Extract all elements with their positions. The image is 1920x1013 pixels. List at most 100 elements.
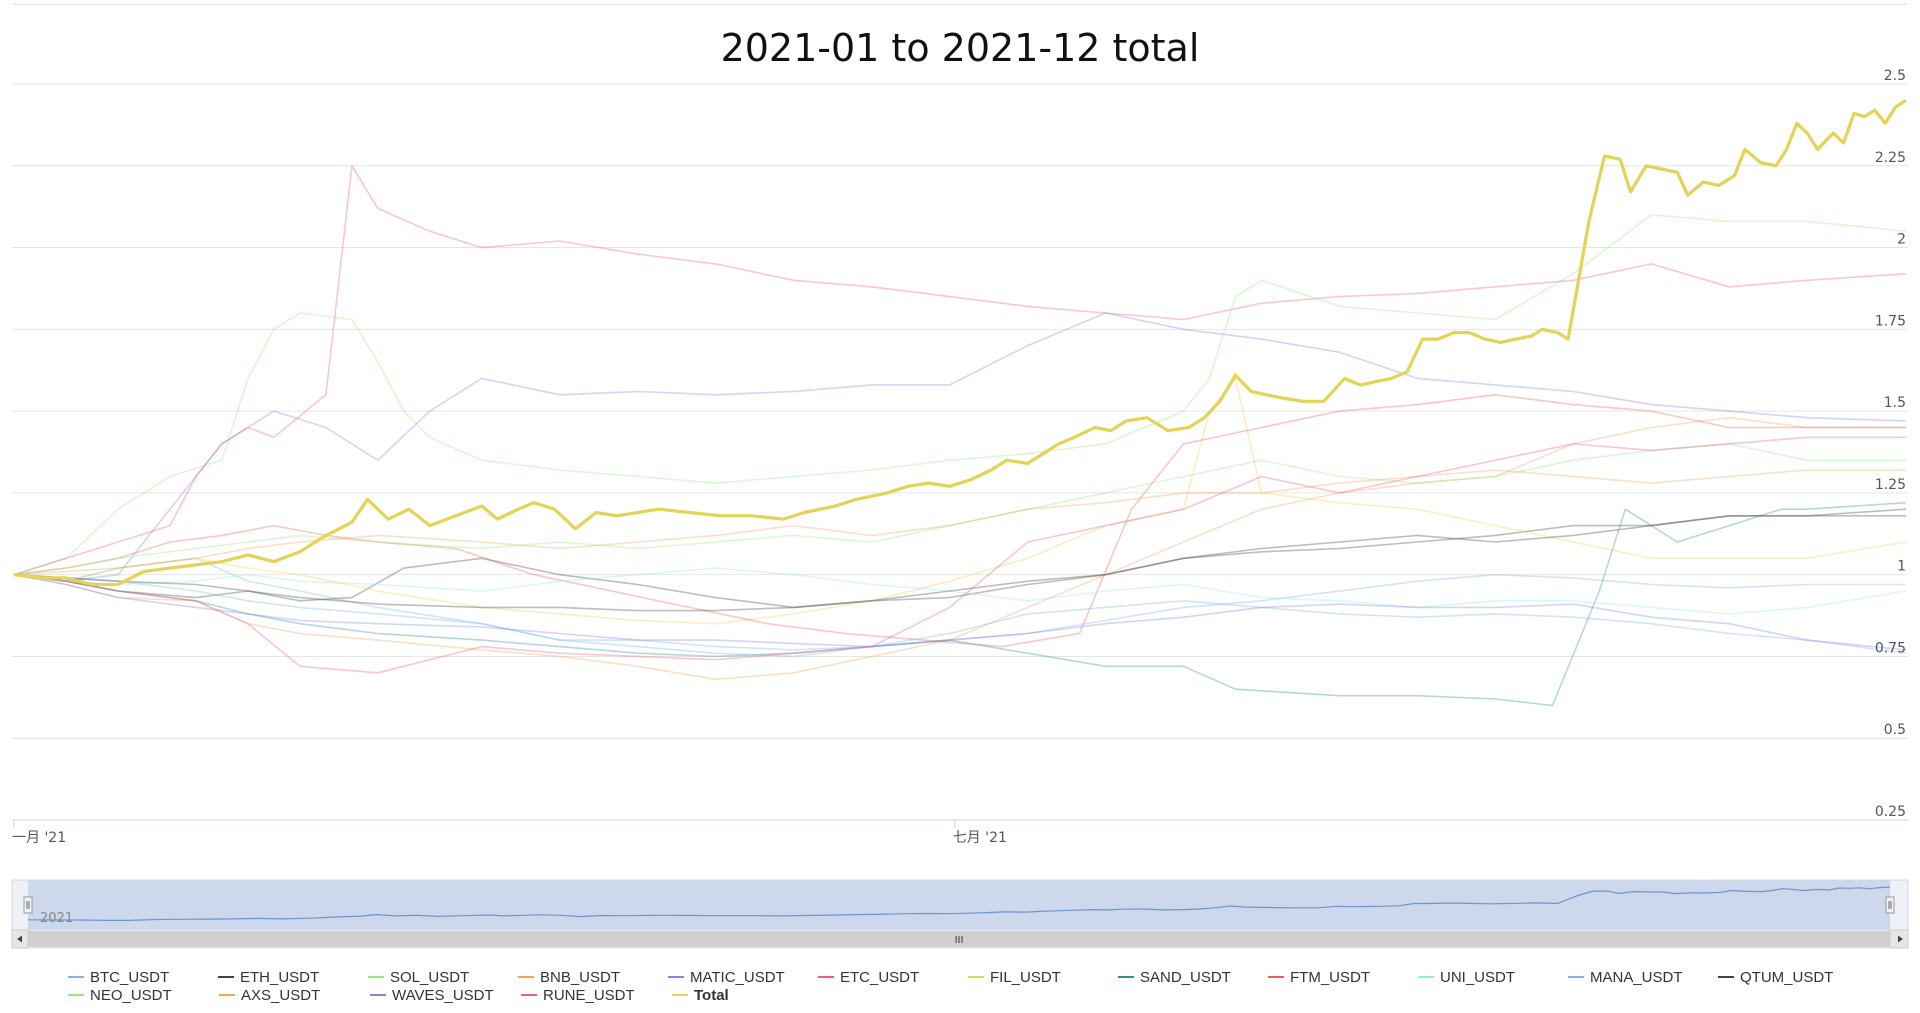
legend-label: BTC_USDT: [90, 968, 170, 986]
legend-swatch: [219, 994, 235, 996]
legend-label: WAVES_USDT: [392, 986, 494, 1004]
x-tick-label: 七月 '21: [953, 830, 1007, 846]
navigator-handle-right[interactable]: [1885, 896, 1895, 914]
legend-item-eth-usdt[interactable]: ETH_USDT: [218, 968, 368, 986]
legend-label: BNB_USDT: [540, 968, 621, 986]
y-tick-label: 1.25: [1875, 477, 1906, 493]
legend: BTC_USDT ETH_USDT SOL_USDT BNB_USDT MATIC_US…: [68, 968, 1868, 1004]
legend-swatch: [370, 994, 386, 996]
legend-item-fil-usdt[interactable]: FIL_USDT: [968, 968, 1118, 986]
navigator[interactable]: 2021: [11, 879, 1909, 931]
legend-item-waves-usdt[interactable]: WAVES_USDT: [370, 986, 521, 1004]
series-line-uni-usdt[interactable]: [13, 567, 1907, 615]
legend-item-ftm-usdt[interactable]: FTM_USDT: [1268, 968, 1418, 986]
legend-item-mana-usdt[interactable]: MANA_USDT: [1568, 968, 1718, 986]
y-tick-label: 0.75: [1875, 640, 1906, 656]
series-line-matic-usdt[interactable]: [13, 312, 1907, 583]
series-line-qtum-usdt[interactable]: [13, 514, 1906, 612]
legend-swatch: [518, 976, 534, 978]
legend-swatch: [1568, 976, 1584, 978]
legend-label: ETC_USDT: [840, 968, 920, 986]
series-layer: [13, 99, 1907, 707]
legend-swatch: [1118, 976, 1134, 978]
legend-swatch: [968, 976, 984, 978]
legend-label: QTUM_USDT: [1740, 968, 1834, 986]
legend-item-sol-usdt[interactable]: SOL_USDT: [368, 968, 518, 986]
y-tick-label: 0.25: [1875, 804, 1906, 820]
x-tick-label: 一月 '21: [12, 830, 66, 846]
legend-swatch: [1718, 976, 1734, 978]
legend-swatch: [672, 994, 688, 996]
y-tick-label: 2.25: [1875, 150, 1906, 166]
navigator-handle-left[interactable]: [23, 896, 33, 914]
legend-item-qtum-usdt[interactable]: QTUM_USDT: [1718, 968, 1868, 986]
legend-row: NEO_USDT AXS_USDT WAVES_USDT RUNE_USDT Total: [68, 986, 1868, 1004]
legend-label: NEO_USDT: [90, 986, 172, 1004]
navigator-year-label: 2021: [40, 911, 73, 926]
legend-swatch: [1418, 976, 1434, 978]
scrollbar-thumb[interactable]: [28, 931, 1890, 947]
legend-item-btc-usdt[interactable]: BTC_USDT: [68, 968, 218, 986]
series-line-total[interactable]: [13, 99, 1907, 587]
scrollbar-grip: III: [955, 935, 964, 946]
grid-layer: [12, 83, 1908, 821]
legend-label: MANA_USDT: [1590, 968, 1683, 986]
series-line-eth-usdt[interactable]: [13, 508, 1907, 609]
series-line-fil-usdt[interactable]: [13, 377, 1907, 625]
series-line-rune-usdt[interactable]: [13, 436, 1906, 674]
legend-label: UNI_USDT: [1440, 968, 1516, 986]
legend-label: MATIC_USDT: [690, 968, 785, 986]
y-tick-label: 2.5: [1884, 68, 1906, 84]
chart-svg: 0.25 0.5 0.75 1 1.25 1.5 1.75 2 2.25 2.5 一月 '21 七月 …: [11, 68, 1909, 949]
y-tick-label: 0.5: [1884, 722, 1906, 738]
series-line-axs-usdt[interactable]: [13, 469, 1906, 576]
legend-item-neo-usdt[interactable]: NEO_USDT: [68, 986, 219, 1004]
legend-swatch: [68, 976, 84, 978]
legend-item-rune-usdt[interactable]: RUNE_USDT: [521, 986, 672, 1004]
y-tick-label: 2: [1897, 232, 1906, 248]
series-line-neo-usdt[interactable]: [13, 442, 1906, 576]
legend-row: BTC_USDT ETH_USDT SOL_USDT BNB_USDT MATIC_US…: [68, 968, 1868, 986]
series-line-etc-usdt[interactable]: [13, 165, 1907, 576]
legend-item-bnb-usdt[interactable]: BNB_USDT: [518, 968, 668, 986]
legend-item-matic-usdt[interactable]: MATIC_USDT: [668, 968, 818, 986]
legend-swatch: [668, 976, 684, 978]
axis-layer: 0.25 0.5 0.75 1 1.25 1.5 1.75 2 2.25 2.5 一月 '21 七月 …: [12, 68, 1908, 846]
legend-item-etc-usdt[interactable]: ETC_USDT: [818, 968, 968, 986]
legend-label: RUNE_USDT: [543, 986, 635, 1004]
legend-swatch: [68, 994, 84, 996]
legend-label: FIL_USDT: [990, 968, 1061, 986]
legend-swatch: [218, 976, 234, 978]
legend-label: ETH_USDT: [240, 968, 320, 986]
legend-swatch: [818, 976, 834, 978]
legend-swatch: [521, 994, 537, 996]
series-line-sand-usdt[interactable]: [13, 501, 1907, 707]
legend-label: AXS_USDT: [241, 986, 321, 1004]
y-tick-label: 1: [1897, 559, 1906, 575]
legend-swatch: [1268, 976, 1284, 978]
series-line-btc-usdt[interactable]: [13, 557, 1906, 651]
scrollbar[interactable]: III: [11, 929, 1909, 949]
legend-item-axs-usdt[interactable]: AXS_USDT: [219, 986, 370, 1004]
series-line-bnb-usdt[interactable]: [13, 416, 1906, 681]
series-line-sol-usdt[interactable]: [13, 214, 1907, 576]
top-border-line: [12, 4, 1908, 5]
legend-label: FTM_USDT: [1290, 968, 1370, 986]
legend-item-sand-usdt[interactable]: SAND_USDT: [1118, 968, 1268, 986]
legend-item-total[interactable]: Total: [672, 986, 823, 1004]
navigator-selection[interactable]: [28, 880, 1890, 930]
scroll-right-arrow-icon: [1898, 935, 1903, 943]
scroll-left-arrow-icon: [17, 935, 22, 943]
legend-item-uni-usdt[interactable]: UNI_USDT: [1418, 968, 1568, 986]
y-tick-label: 1.75: [1875, 313, 1906, 329]
navigator-line: [27, 886, 1891, 922]
legend-swatch: [368, 976, 384, 978]
series-line-mana-usdt[interactable]: [13, 573, 1907, 658]
legend-label: SOL_USDT: [390, 968, 470, 986]
legend-label: Total: [694, 986, 729, 1004]
legend-label: SAND_USDT: [1140, 968, 1231, 986]
series-line-waves-usdt[interactable]: [13, 573, 1907, 651]
chart-title: 2021-01 to 2021-12 total: [720, 26, 1200, 70]
y-tick-label: 1.5: [1884, 395, 1906, 411]
series-line-ftm-usdt[interactable]: [13, 393, 1906, 648]
